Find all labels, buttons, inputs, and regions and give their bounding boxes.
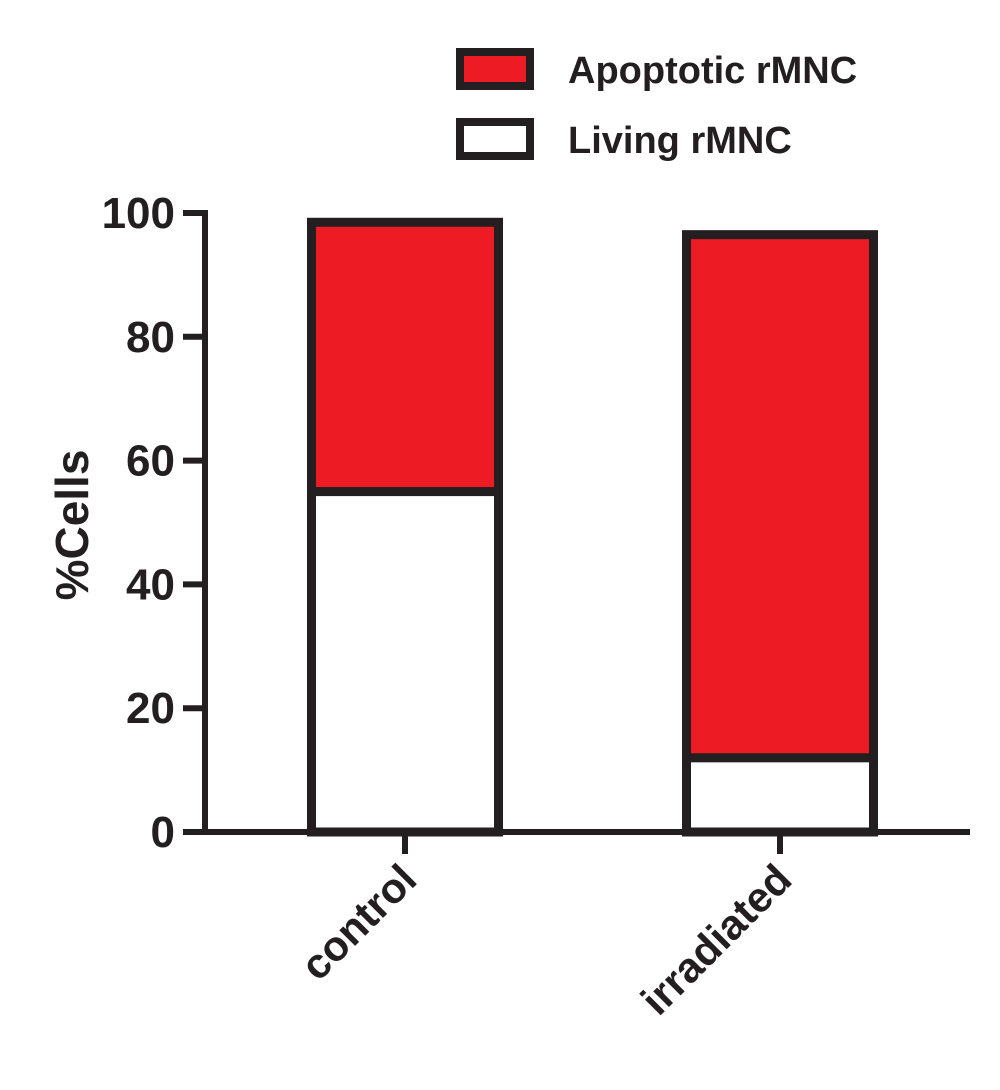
y-ticks: 0 20 40 60 80 100 [102,189,205,857]
x-ticks: control irradiated [291,832,800,1024]
axes [202,210,970,835]
bar-segment [307,217,503,497]
legend-label: Living rMNC [568,120,792,162]
bar-segment [307,487,503,837]
bars [307,217,878,837]
y-tick-label: 100 [102,189,175,238]
x-tick-label: irradiated [632,855,801,1024]
legend-swatch [456,118,534,160]
legend-swatch [456,48,534,90]
y-tick-label: 40 [126,560,175,609]
bar-segment [682,230,878,763]
bar-segment [682,753,878,837]
x-tick-label: control [291,855,425,989]
legend-label: Apoptotic rMNC [568,50,857,92]
y-tick-label: 80 [126,313,175,362]
legend: Apoptotic rMNC Living rMNC [456,48,857,162]
y-tick-label: 0 [151,808,175,857]
y-tick-label: 60 [126,437,175,486]
y-axis-title: %Cells [46,450,98,601]
y-tick-label: 20 [126,684,175,733]
